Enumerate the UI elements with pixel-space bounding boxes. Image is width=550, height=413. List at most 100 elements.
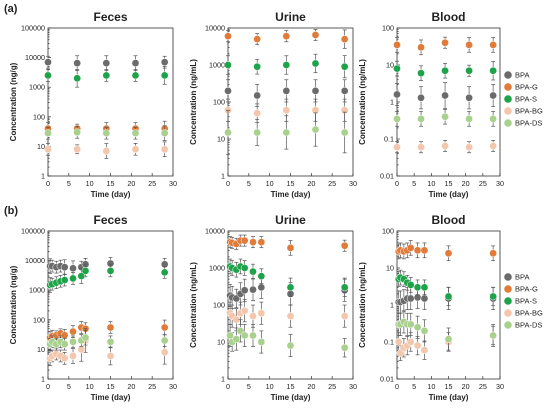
x-tick-label: 15	[445, 179, 453, 188]
y-tick-label: 100	[382, 24, 394, 33]
data-point	[224, 32, 232, 41]
data-point	[73, 74, 82, 83]
data-point	[69, 327, 77, 336]
data-point	[340, 62, 349, 71]
x-tick-label: 20	[307, 382, 315, 391]
chart-title: Feces	[93, 213, 127, 227]
series-bpa-ds	[44, 125, 169, 141]
y-tick-label: 100000	[21, 24, 45, 33]
chart-a-urine: Urine 1 10 100 1000 10000 0 5 10 15 20 25 30 Time (da…	[189, 10, 357, 199]
x-axis-label: Time (day)	[271, 393, 311, 402]
y-axis-label: Concentration (ng/g)	[9, 62, 18, 141]
data-point	[257, 338, 266, 346]
x-tick-label: 0	[46, 382, 50, 391]
legend-label: BPA-G	[515, 285, 538, 294]
x-tick-label: 0	[395, 179, 399, 188]
data-point	[131, 145, 140, 154]
data-point	[106, 352, 115, 360]
series-bpa-s	[46, 264, 169, 293]
data-point	[413, 341, 422, 350]
data-point	[311, 87, 320, 95]
data-point	[444, 292, 453, 301]
data-point	[106, 337, 115, 346]
data-point	[69, 352, 77, 360]
series-bpa-bg	[46, 328, 169, 367]
data-point	[224, 87, 232, 95]
data-point	[226, 331, 234, 340]
x-tick-label: 10	[86, 382, 94, 391]
x-tick-label: 25	[328, 382, 336, 391]
x-tick-label: 15	[107, 179, 115, 188]
x-axis-label: Time (day)	[429, 190, 469, 199]
y-tick-label: 1000	[209, 264, 225, 273]
legend-marker	[504, 71, 512, 79]
data-point	[465, 41, 473, 49]
data-point	[286, 341, 295, 350]
y-tick-label: 100	[33, 315, 45, 324]
legend-label: BPA	[515, 71, 529, 80]
data-point	[340, 241, 349, 250]
data-point	[413, 283, 422, 292]
data-point	[106, 323, 115, 332]
chart-a-blood: Blood 0.01 0.1 1 10 100 0 5 10 15 20 25 30 Time (day)…	[358, 10, 504, 199]
x-tick-label: 30	[496, 179, 504, 188]
data-point	[340, 343, 349, 352]
data-point	[249, 312, 257, 320]
data-point	[131, 59, 140, 67]
x-tick-label: 20	[462, 382, 470, 391]
data-point	[489, 41, 497, 49]
data-point	[489, 91, 497, 100]
data-point	[44, 129, 52, 138]
legend-marker	[504, 83, 512, 91]
data-point	[282, 106, 291, 115]
legend-b: BPA BPA-G BPA-S BPA-BG BPA-DS	[504, 273, 543, 330]
data-point	[257, 238, 266, 246]
y-tick-label: 100000	[21, 227, 45, 236]
data-point	[282, 32, 291, 41]
data-point	[282, 61, 291, 69]
data-point	[406, 244, 415, 252]
legend-label: BPA-S	[515, 297, 537, 306]
x-tick-label: 20	[307, 179, 315, 188]
y-tick-label: 10	[386, 264, 394, 273]
series-bpa-g	[393, 36, 497, 56]
data-point	[240, 331, 249, 340]
data-point	[396, 349, 405, 357]
y-tick-label: 100	[213, 301, 225, 310]
data-point	[253, 35, 262, 43]
y-tick-label: 1	[41, 375, 45, 384]
series-bpa-ds	[224, 109, 349, 156]
x-tick-label: 30	[349, 382, 357, 391]
y-tick-label: 1	[390, 301, 394, 310]
data-point	[465, 93, 473, 102]
series-bpa-s	[44, 66, 169, 88]
data-point	[417, 115, 425, 123]
x-tick-label: 15	[445, 382, 453, 391]
legend-label: BPA-DS	[515, 119, 542, 128]
data-point	[489, 66, 497, 75]
series-bpa-ds	[226, 319, 349, 358]
data-point	[340, 312, 349, 320]
data-point	[257, 272, 266, 281]
y-axis-label: Concentration (ng/mL)	[189, 262, 198, 348]
data-point	[406, 338, 415, 346]
series-bpa-g	[226, 234, 349, 256]
y-tick-label: 10000	[205, 24, 225, 33]
chart-title: Feces	[93, 10, 127, 24]
data-point	[73, 128, 82, 137]
data-point	[73, 59, 82, 67]
data-point	[249, 238, 257, 246]
data-point	[60, 263, 69, 272]
x-tick-label: 20	[462, 179, 470, 188]
data-point	[60, 276, 69, 284]
data-point	[232, 335, 241, 343]
data-point	[257, 283, 266, 292]
x-tick-label: 15	[287, 179, 295, 188]
y-axis-label: Concentration (ng/mL)	[358, 59, 367, 145]
y-tick-label: 1	[390, 98, 394, 107]
series-bpa-bg	[393, 140, 497, 154]
legend-label: BPA	[515, 273, 529, 282]
y-axis-label: Concentration (ng/mL)	[358, 262, 367, 348]
data-point	[489, 331, 497, 340]
data-point	[465, 143, 473, 152]
